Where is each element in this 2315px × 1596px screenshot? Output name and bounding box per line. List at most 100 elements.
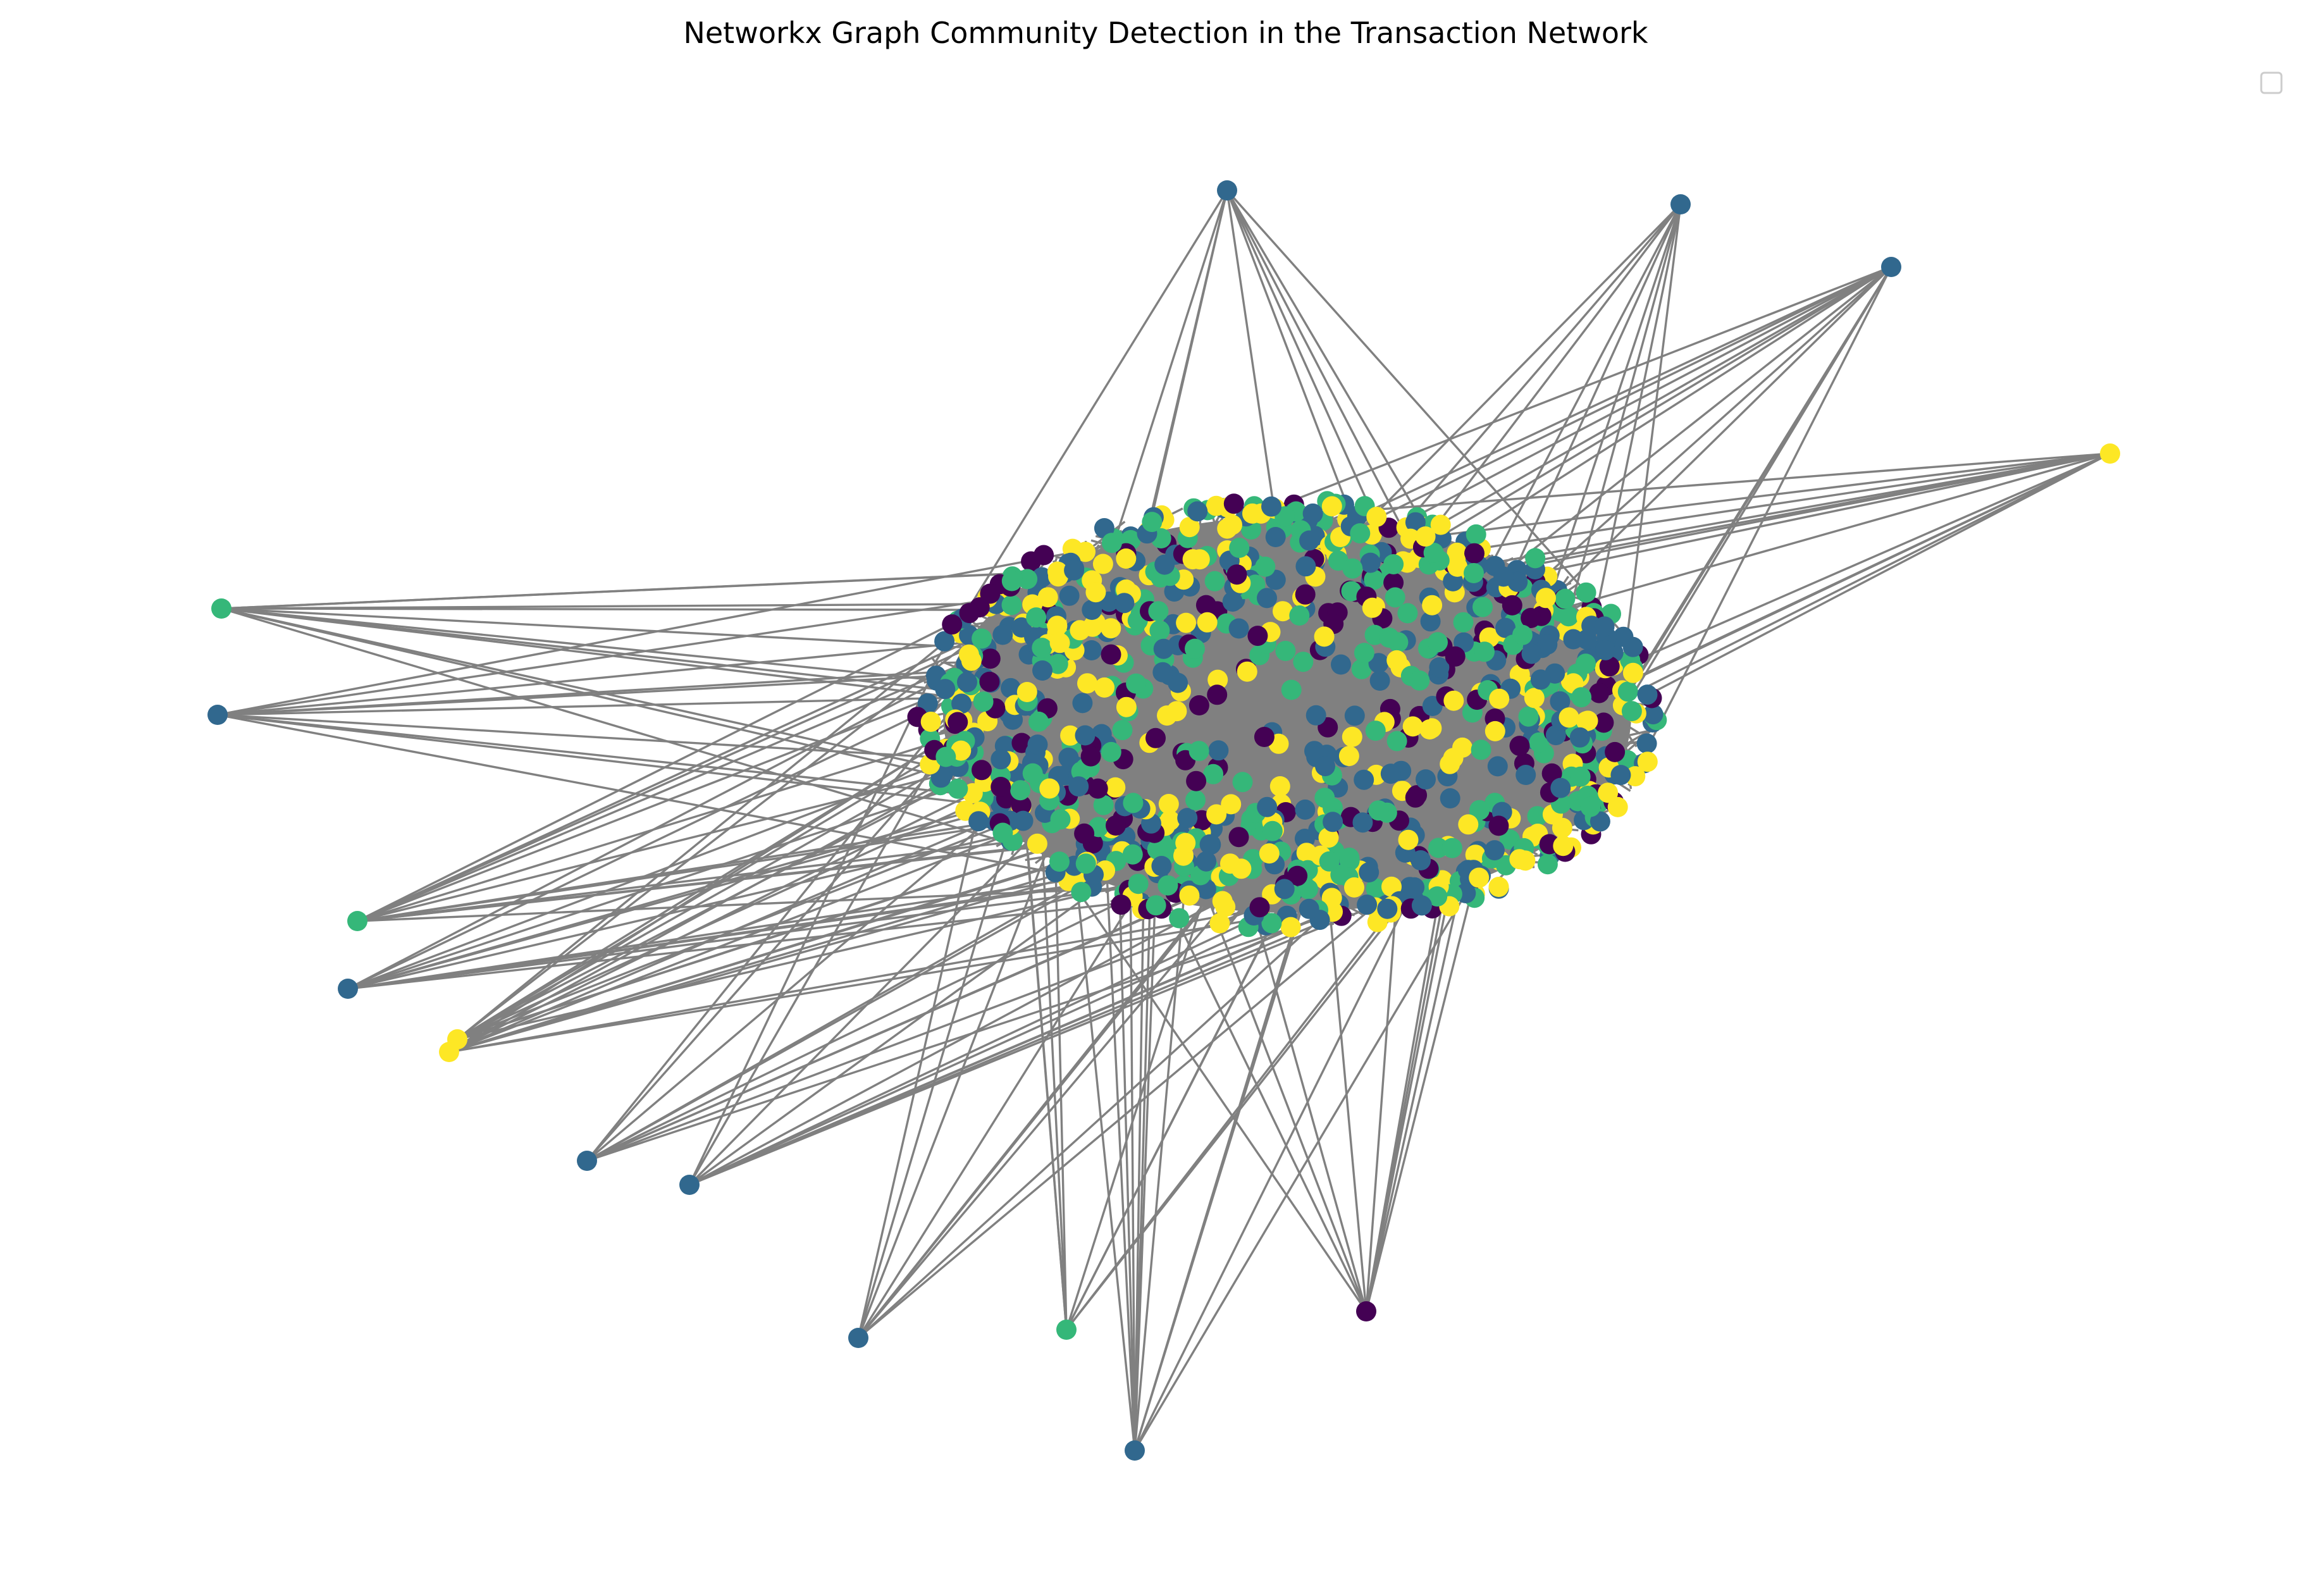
cluster-node bbox=[1502, 595, 1522, 616]
cluster-edge bbox=[1340, 783, 1419, 895]
hub-edge bbox=[857, 793, 984, 1339]
cluster-node bbox=[1001, 595, 1022, 616]
cluster-node bbox=[1204, 571, 1225, 591]
cluster-node bbox=[951, 740, 972, 761]
cluster-node bbox=[1466, 524, 1486, 545]
cluster-node bbox=[1445, 646, 1466, 667]
cluster-node bbox=[1151, 856, 1172, 876]
cluster-node bbox=[1197, 612, 1218, 633]
cluster-node bbox=[1261, 496, 1281, 517]
cluster-node bbox=[1116, 696, 1137, 717]
hub-node bbox=[1670, 194, 1691, 214]
cluster-node bbox=[1189, 549, 1210, 570]
cluster-node bbox=[1404, 877, 1425, 898]
hub-edge bbox=[221, 607, 977, 695]
cluster-node bbox=[1039, 778, 1060, 799]
cluster-node bbox=[1397, 603, 1418, 624]
hub-edge bbox=[1132, 829, 1367, 1312]
hub-edge bbox=[221, 607, 1255, 839]
cluster-node bbox=[1105, 777, 1126, 798]
cluster-node bbox=[1064, 560, 1085, 581]
cluster-node bbox=[1126, 673, 1147, 694]
cluster-node bbox=[1080, 746, 1101, 767]
cluster-node bbox=[1257, 588, 1277, 609]
hub-edge bbox=[1039, 807, 1068, 1330]
cluster-node bbox=[1047, 653, 1068, 674]
hub-edge bbox=[1416, 266, 1892, 539]
cluster-node bbox=[1082, 600, 1102, 620]
cluster-node bbox=[1377, 898, 1398, 919]
cluster-node bbox=[1495, 617, 1516, 638]
cluster-node bbox=[1027, 833, 1047, 854]
cluster-node bbox=[1558, 606, 1579, 627]
cluster-node bbox=[1386, 650, 1407, 671]
cluster-node bbox=[1101, 644, 1121, 665]
cluster-node bbox=[1555, 588, 1576, 609]
cluster-node bbox=[1148, 601, 1169, 622]
cluster-node bbox=[1331, 654, 1351, 675]
cluster-node bbox=[1314, 788, 1335, 808]
cluster-node bbox=[1625, 766, 1646, 787]
cluster-node bbox=[1176, 612, 1197, 633]
cluster-node bbox=[1364, 569, 1385, 590]
hub-edge bbox=[927, 190, 1228, 674]
cluster-node bbox=[1469, 800, 1490, 820]
cluster-node bbox=[1001, 677, 1021, 698]
cluster-node bbox=[1537, 634, 1558, 655]
cluster-node bbox=[1360, 552, 1381, 573]
hub-edge bbox=[221, 607, 951, 648]
cluster-node bbox=[1569, 727, 1590, 748]
hub-edge bbox=[1188, 266, 1892, 543]
cluster-node bbox=[1443, 690, 1464, 711]
cluster-node bbox=[1383, 572, 1404, 593]
cluster-node bbox=[1643, 704, 1664, 725]
cluster-node bbox=[951, 693, 972, 714]
cluster-node bbox=[1275, 641, 1296, 661]
hub-edge bbox=[688, 661, 939, 1185]
cluster-node bbox=[1427, 886, 1448, 907]
cluster-node bbox=[1299, 530, 1319, 551]
cluster-node bbox=[1001, 571, 1022, 591]
cluster-node bbox=[1440, 788, 1460, 808]
cluster-node bbox=[1242, 503, 1262, 524]
cluster-node bbox=[1016, 682, 1037, 702]
cluster-node bbox=[1075, 853, 1096, 874]
cluster-node bbox=[1265, 527, 1286, 547]
hub-edge bbox=[456, 609, 985, 1041]
cluster-node bbox=[1621, 701, 1642, 722]
cluster-node bbox=[1217, 518, 1238, 539]
hub-edge bbox=[221, 566, 1149, 610]
cluster-node bbox=[1352, 812, 1373, 833]
cluster-node bbox=[1299, 898, 1319, 919]
cluster-node bbox=[1293, 652, 1314, 672]
cluster-node bbox=[1196, 851, 1217, 872]
hub-edge bbox=[448, 818, 1049, 1053]
hub-edge bbox=[1653, 452, 2111, 693]
cluster-node bbox=[1010, 780, 1031, 801]
cluster-node bbox=[1050, 809, 1071, 830]
cluster-node bbox=[1274, 879, 1295, 900]
cluster-edge bbox=[1242, 651, 1326, 813]
cluster-node bbox=[1049, 633, 1070, 653]
hub-edge bbox=[217, 714, 1516, 793]
cluster-node bbox=[1605, 741, 1626, 762]
cluster-node bbox=[1087, 778, 1108, 799]
hub-edge bbox=[217, 714, 1102, 883]
cluster-node bbox=[1411, 895, 1432, 916]
cluster-node bbox=[1379, 628, 1400, 648]
cluster-node bbox=[1034, 545, 1054, 566]
cluster-node bbox=[973, 691, 994, 712]
cluster-node bbox=[1247, 626, 1268, 646]
cluster-node bbox=[1409, 670, 1430, 691]
cluster-node bbox=[1344, 877, 1364, 898]
cluster-node bbox=[1318, 827, 1339, 848]
cluster-node bbox=[1101, 618, 1121, 639]
cluster-node bbox=[1179, 885, 1200, 906]
cluster-node bbox=[1419, 719, 1440, 739]
cluster-node bbox=[1420, 611, 1441, 632]
hub-edge bbox=[1226, 190, 1515, 677]
cluster-node bbox=[1338, 746, 1359, 767]
hub-edge bbox=[1532, 204, 1682, 649]
cluster-node bbox=[1453, 612, 1474, 633]
hub-edge bbox=[857, 905, 1130, 1339]
